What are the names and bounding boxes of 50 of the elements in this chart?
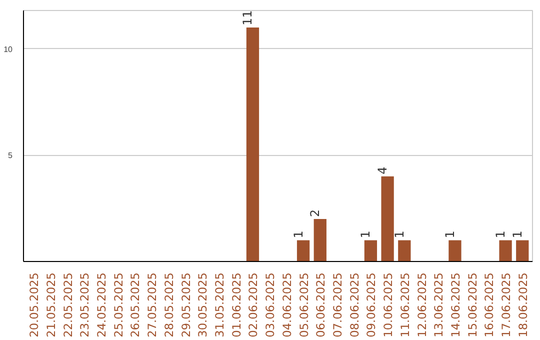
x-tick-label: 26.05.2025 [128,272,142,338]
x-tick-label: 07.06.2025 [330,272,344,338]
x-tick-label: 18.06.2025 [516,272,530,338]
bar [499,240,512,262]
data-label: 1 [510,230,524,238]
data-label: 1 [291,230,306,238]
y-tick-label: 5 [8,151,14,160]
x-tick-label: 02.06.2025 [246,272,260,338]
x-tick-label: 13.06.2025 [432,272,446,338]
data-label: 1 [358,230,373,238]
x-tick-label: 16.06.2025 [482,272,496,338]
bar [364,240,378,262]
x-tick-label: 31.05.2025 [212,272,227,338]
y-tick-label: 10 [4,44,14,54]
x-tick-label: 04.06.2025 [280,272,294,338]
x-tick-label: 01.06.2025 [229,272,244,338]
data-label: 1 [392,230,406,238]
x-tick-label: 15.06.2025 [465,272,480,338]
x-tick-label: 14.06.2025 [448,272,462,338]
bar [296,240,310,262]
x-tick-label: 25.05.2025 [111,272,126,338]
bar [516,240,529,262]
data-label: 11 [240,10,255,26]
x-tick-label: 17.06.2025 [499,272,514,338]
x-tick-label: 03.06.2025 [263,272,278,338]
x-tick-label: 10.06.2025 [381,272,396,338]
bar [246,28,260,262]
data-label: 4 [376,166,390,174]
x-tick-label: 27.05.2025 [145,272,160,338]
x-tick-label: 20.05.2025 [27,272,42,338]
x-tick-label: 12.06.2025 [414,272,429,338]
x-tick-label: 22.05.2025 [60,272,75,338]
bar [314,218,326,262]
x-tick-label: 05.06.2025 [296,272,311,338]
data-label: 1 [442,230,457,238]
x-tick-label: 08.06.2025 [347,272,362,338]
x-tick-label: 29.05.2025 [178,272,193,338]
data-label: 2 [308,209,322,217]
data-label: 1 [494,230,508,238]
x-tick-label: 23.05.2025 [78,272,92,338]
x-tick-label: 09.06.2025 [364,272,378,338]
bar [448,240,462,262]
x-tick-label: 11.06.2025 [398,272,412,338]
x-tick-label: 24.05.2025 [94,272,109,338]
x-tick-label: 21.05.2025 [44,272,58,338]
x-tick-label: 28.05.2025 [162,272,176,338]
x-tick-label: 30.05.2025 [196,272,210,338]
bar [398,240,411,262]
x-tick-label: 06.06.2025 [314,272,328,338]
bar [381,176,394,262]
